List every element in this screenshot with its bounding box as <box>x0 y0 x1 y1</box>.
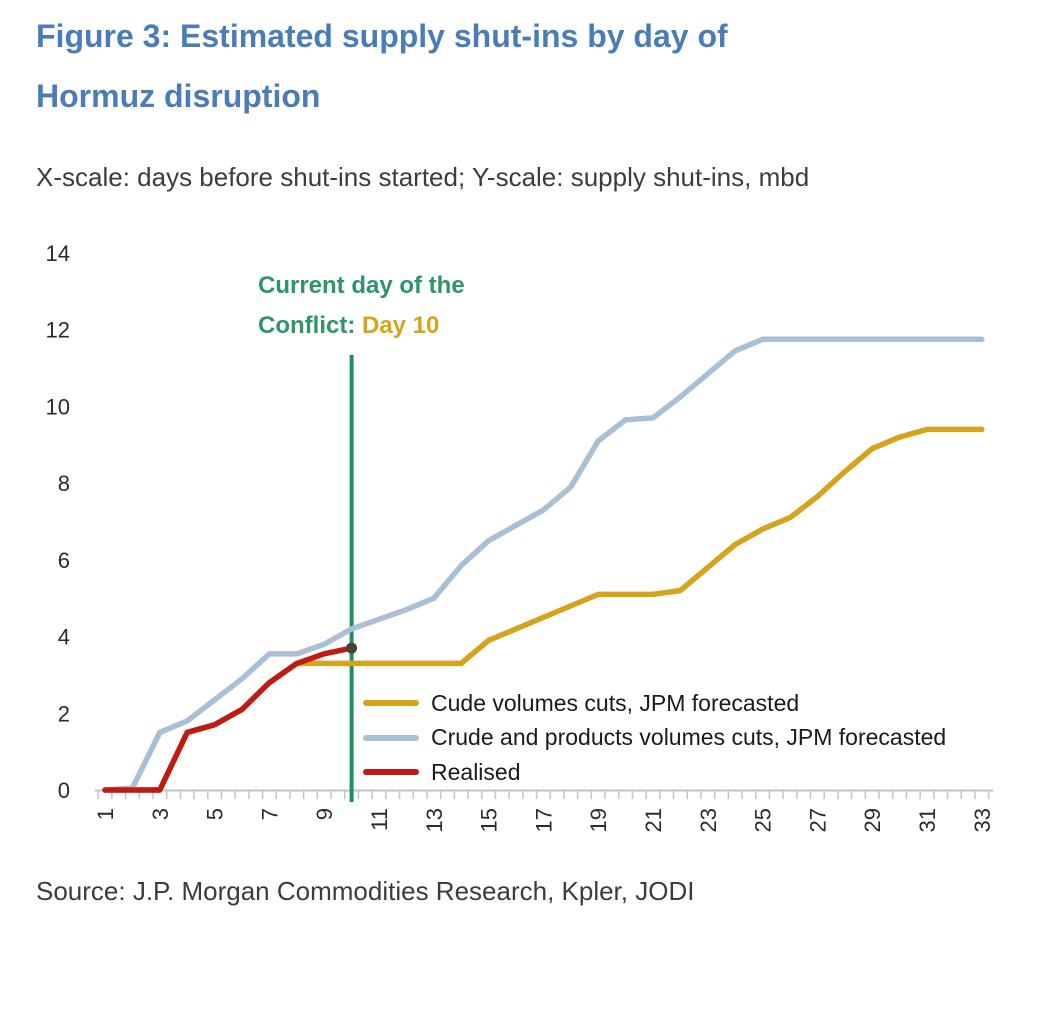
svg-text:9: 9 <box>312 808 337 820</box>
svg-text:31: 31 <box>915 808 940 832</box>
svg-text:10: 10 <box>46 394 70 419</box>
svg-text:4: 4 <box>58 625 70 650</box>
vline-annotation: Current day of the Conflict: Day 10 <box>258 266 578 346</box>
legend-item-crude-products-forecast: Crude and products volumes cuts, JPM for… <box>363 721 946 756</box>
legend: Cude volumes cuts, JPM forecasted Crude … <box>363 686 946 790</box>
annotation-line2-prefix: Conflict: <box>258 312 362 339</box>
svg-text:19: 19 <box>586 808 611 832</box>
svg-text:15: 15 <box>477 808 502 832</box>
annotation-day-highlight: Day 10 <box>361 312 440 339</box>
legend-swatch-gold <box>363 700 419 707</box>
svg-text:17: 17 <box>531 808 556 832</box>
svg-text:0: 0 <box>58 778 70 803</box>
svg-text:23: 23 <box>696 808 721 832</box>
svg-text:7: 7 <box>257 808 282 820</box>
figure-title-line1: Figure 3: Estimated supply shut-ins by d… <box>36 18 728 54</box>
figure-title-line2: Hormuz disruption <box>36 78 321 114</box>
svg-text:29: 29 <box>860 808 885 832</box>
figure-title: Figure 3: Estimated supply shut-ins by d… <box>36 6 916 126</box>
legend-label-crude-forecast: Cude volumes cuts, JPM forecasted <box>431 689 800 716</box>
legend-label-crude-products-forecast: Crude and products volumes cuts, JPM for… <box>431 724 947 751</box>
svg-text:25: 25 <box>751 808 776 832</box>
axis-scale-note: X-scale: days before shut-ins started; Y… <box>36 162 810 192</box>
svg-text:13: 13 <box>422 808 447 832</box>
legend-label-realised: Realised <box>431 758 521 785</box>
svg-text:8: 8 <box>58 471 70 496</box>
svg-text:6: 6 <box>58 548 70 573</box>
svg-text:3: 3 <box>148 808 173 820</box>
svg-text:12: 12 <box>46 318 70 343</box>
legend-item-realised: Realised <box>363 755 946 790</box>
legend-item-crude-forecast: Cude volumes cuts, JPM forecasted <box>363 686 946 721</box>
svg-text:21: 21 <box>641 808 666 832</box>
svg-text:27: 27 <box>805 808 830 832</box>
svg-text:14: 14 <box>46 241 70 266</box>
svg-text:11: 11 <box>367 808 392 831</box>
annotation-line1: Current day of the <box>258 272 465 299</box>
svg-text:1: 1 <box>93 808 118 820</box>
source-note: Source: J.P. Morgan Commodities Research… <box>36 876 695 906</box>
svg-text:2: 2 <box>58 701 70 726</box>
svg-text:5: 5 <box>203 808 228 820</box>
svg-text:33: 33 <box>970 808 995 832</box>
legend-swatch-red <box>363 769 419 776</box>
legend-swatch-blue <box>363 734 419 741</box>
